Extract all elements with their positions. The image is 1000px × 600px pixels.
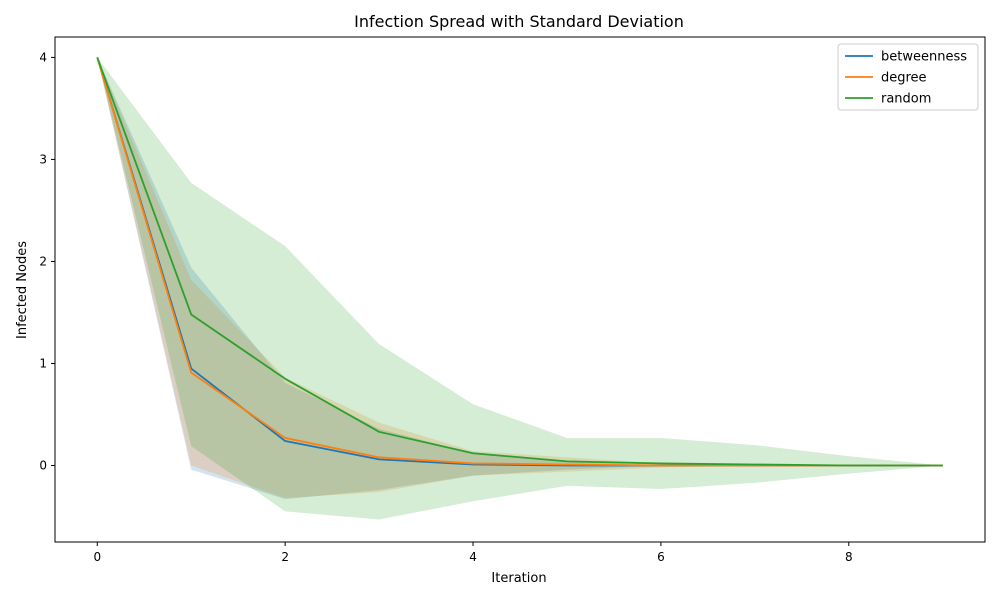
plot-area-frame [54, 36, 986, 543]
y-tick-label: 3 [39, 152, 47, 166]
y-axis-title: Infected Nodes [15, 241, 30, 339]
y-tick-label: 2 [39, 254, 47, 268]
x-tick-label: 4 [469, 550, 477, 564]
legend-label-betweenness: betweenness [881, 50, 967, 65]
chart-title: Infection Spread with Standard Deviation [354, 12, 684, 31]
x-axis-title: Iteration [491, 571, 546, 586]
std-bands [97, 57, 943, 520]
legend-label-degree: degree [881, 71, 927, 86]
series-line-random [96, 57, 943, 467]
series-lines [96, 57, 943, 467]
legend-label-random: random [881, 92, 931, 107]
x-tick-label: 8 [845, 550, 853, 564]
x-axis: 0 2 4 6 8 [93, 542, 853, 564]
std-band-random [97, 57, 943, 520]
y-tick-label: 4 [39, 50, 47, 64]
y-axis: 0 1 2 3 4 [39, 50, 55, 472]
x-tick-label: 2 [281, 550, 289, 564]
legend: betweenness degree random [837, 43, 979, 111]
y-tick-label: 0 [39, 458, 47, 472]
y-tick-label: 1 [39, 356, 47, 370]
x-tick-label: 0 [93, 550, 101, 564]
x-tick-label: 6 [657, 550, 665, 564]
legend-box [837, 43, 979, 111]
